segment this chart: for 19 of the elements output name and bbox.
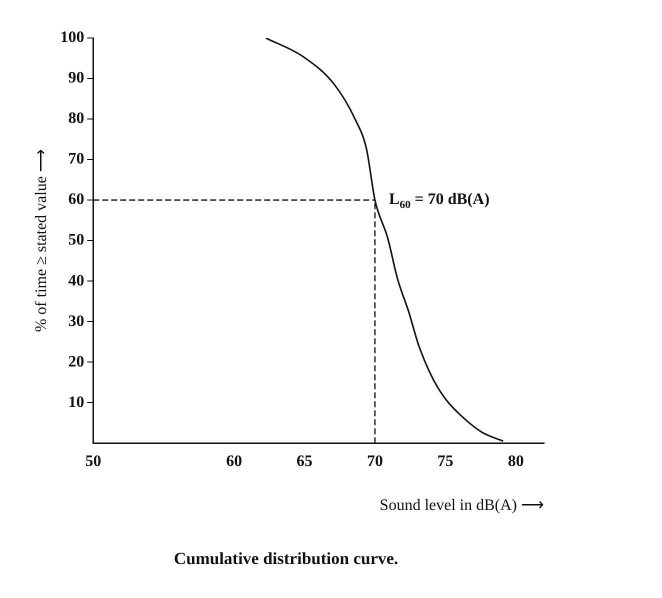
x-tick-label: 80 [508,452,524,470]
x-tick-label: 70 [366,452,383,470]
y-tick-label: 40 [68,272,84,290]
y-tick-label: 90 [68,70,84,87]
y-tick-label: 60 [68,191,84,208]
x-tick-label: 50 [85,452,102,470]
x-axis-title: Sound level in dB(A) ⟶ [380,497,544,514]
y-tick-label: 70 [68,150,84,168]
y-axis-title: % of time ≥ stated value ⟶ [32,149,50,332]
y-tick-label: 80 [68,110,84,128]
y-tick-label: 10 [68,394,84,411]
y-tick-label: 100 [60,29,84,46]
x-tick-label: 65 [296,452,313,470]
x-tick-label: 75 [437,452,454,470]
y-tick-label: 50 [68,232,84,249]
x-tick-label: 60 [226,452,242,470]
y-tick-label: 20 [68,353,84,370]
text: Cumulative distribution curve. [174,549,398,568]
y-tick-label: 30 [68,312,84,330]
